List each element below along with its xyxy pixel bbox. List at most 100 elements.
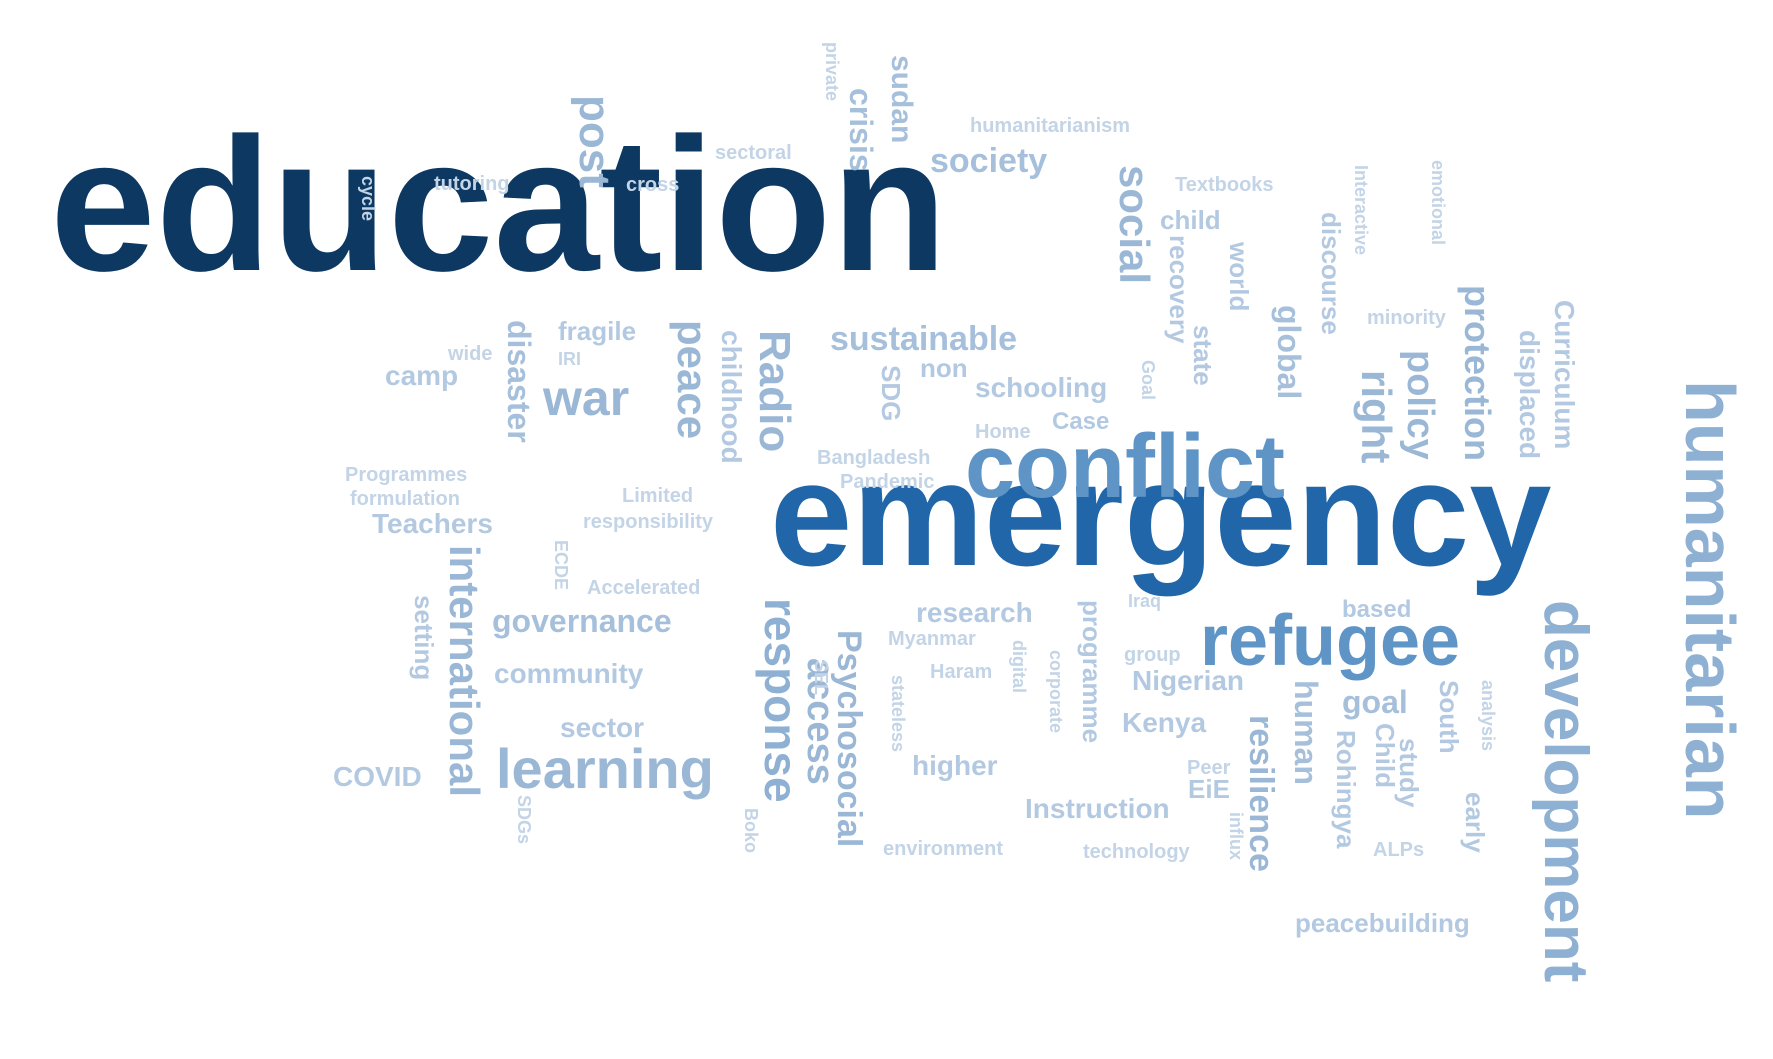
word-accelerated: Accelerated xyxy=(587,577,700,599)
word-right: right xyxy=(1353,370,1400,463)
word-home: Home xyxy=(975,421,1031,443)
word-limited: Limited xyxy=(622,485,693,507)
word-society: society xyxy=(930,142,1047,180)
word-iraq: Iraq xyxy=(1128,591,1161,611)
word-programme: programme xyxy=(1077,600,1107,743)
word-setting: setting xyxy=(409,595,439,680)
word-global: global xyxy=(1271,305,1307,399)
word-tutoring: tutoring xyxy=(434,173,510,195)
word-peace: peace xyxy=(669,320,716,439)
word-research: research xyxy=(916,597,1033,628)
word-fragile: fragile xyxy=(558,316,636,346)
word-interactive: Interactive xyxy=(1351,165,1371,255)
word-displaced: displaced xyxy=(1514,330,1545,459)
word-covid: COVID xyxy=(333,761,422,792)
word-study: study xyxy=(1394,738,1424,808)
word-international: international xyxy=(441,545,488,797)
word-crisis: crisis xyxy=(843,88,879,172)
word-peacebuilding: peacebuilding xyxy=(1295,908,1470,938)
word-radio: Radio xyxy=(750,330,799,452)
word-camp: camp xyxy=(385,360,458,391)
word-eie: EiE xyxy=(1188,774,1230,804)
word-war: war xyxy=(542,370,629,426)
word-non: non xyxy=(920,353,968,383)
word-goal: goal xyxy=(1342,684,1408,720)
word-response: response xyxy=(755,598,807,803)
word-emotional: emotional xyxy=(1428,160,1448,245)
word-discourse: discourse xyxy=(1316,212,1346,335)
word-disaster: disaster xyxy=(501,320,537,443)
word-alps: ALPs xyxy=(1373,839,1424,861)
word-refugee: refugee xyxy=(1200,601,1460,681)
word-boko: Boko xyxy=(741,808,761,853)
word-teachers: Teachers xyxy=(372,508,493,539)
word-human: human xyxy=(1288,680,1324,785)
word-ecde: ECDE xyxy=(551,540,571,590)
word-world: world xyxy=(1224,241,1254,311)
word-protection: protection xyxy=(1457,285,1498,461)
word-minority: minority xyxy=(1367,307,1447,329)
word-resilience: resilience xyxy=(1242,715,1280,872)
word-sectoral: sectoral xyxy=(715,142,792,164)
word-nigerian: Nigerian xyxy=(1132,665,1244,696)
word-early: early xyxy=(1460,792,1490,853)
word-corporate: corporate xyxy=(1046,650,1066,733)
word-humanitarianism: humanitarianism xyxy=(970,115,1130,137)
word-higher: higher xyxy=(912,750,998,781)
word-digital: digital xyxy=(1009,640,1029,693)
word-myanmar: Myanmar xyxy=(888,628,976,650)
word-formulation: formulation xyxy=(350,488,460,510)
word-learning: learning xyxy=(496,737,714,800)
word-emergency: emergency xyxy=(770,432,1552,597)
word-influx: influx xyxy=(1226,812,1246,860)
word-social: social xyxy=(1111,165,1158,284)
word-responsibility: responsibility xyxy=(583,511,714,533)
word-sector: sector xyxy=(560,712,644,743)
word-post: post xyxy=(570,95,619,188)
word-goal: Goal xyxy=(1138,360,1158,400)
word-environment: environment xyxy=(883,838,1003,860)
word-education: education xyxy=(50,99,947,311)
word-rohingya: Rohingya xyxy=(1331,730,1361,849)
word-curriculum: Curriculum xyxy=(1549,300,1580,449)
word-conflict: conflict xyxy=(965,417,1285,517)
word-psychosocial: Psychosocial xyxy=(830,630,868,847)
word-access: access xyxy=(799,658,841,785)
word-haram: Haram xyxy=(930,661,992,683)
word-child: child xyxy=(1160,205,1221,235)
word-technology: technology xyxy=(1083,841,1191,863)
word-governance: governance xyxy=(492,603,672,639)
word-textbooks: Textbooks xyxy=(1175,174,1274,196)
word-pandemic: Pandemic xyxy=(840,471,934,493)
word-recovery: recovery xyxy=(1164,235,1194,344)
word-sdg: SDG xyxy=(876,365,906,421)
word-schooling: schooling xyxy=(975,372,1107,403)
word-humanitarian: humanitarian xyxy=(1671,380,1749,820)
word-programmes: Programmes xyxy=(345,464,467,486)
word-wide: wide xyxy=(447,343,492,365)
word-based: based xyxy=(1342,596,1411,623)
word-iri: IRI xyxy=(558,349,581,369)
word-case: Case xyxy=(1052,408,1109,435)
word-sdgs: SDGs xyxy=(514,795,534,844)
word-private: private xyxy=(822,42,842,101)
word-analysis: analysis xyxy=(1478,680,1498,751)
word-cycle: cycle xyxy=(358,176,378,221)
word-sudan: sudan xyxy=(885,55,918,143)
word-policy: policy xyxy=(1399,350,1441,460)
word-sustainable: sustainable xyxy=(830,320,1017,358)
word-kenya: Kenya xyxy=(1122,707,1206,738)
word-sel: SEL xyxy=(811,660,831,695)
word-community: community xyxy=(494,658,644,689)
word-stateless: stateless xyxy=(888,675,908,752)
word-south: South xyxy=(1434,680,1464,754)
word-peer: Peer xyxy=(1187,757,1231,779)
word-instruction: Instruction xyxy=(1025,793,1170,824)
word-development: development xyxy=(1531,600,1600,982)
word-childhood: childhood xyxy=(716,330,747,464)
word-child: Child xyxy=(1370,723,1400,788)
word-state: state xyxy=(1188,325,1218,386)
word-cross: cross xyxy=(626,174,679,196)
